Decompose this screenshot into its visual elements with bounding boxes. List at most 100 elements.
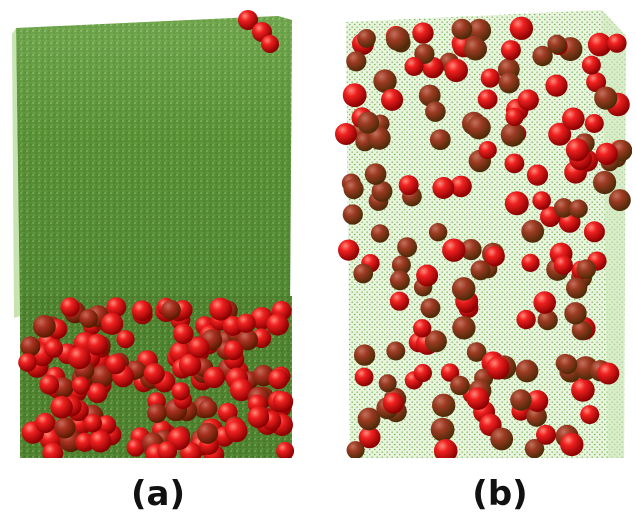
red-particle: [548, 122, 572, 146]
red-particle: [576, 259, 596, 279]
red-particle: [272, 391, 294, 412]
red-particle: [478, 141, 497, 160]
red-particle: [346, 51, 367, 72]
panel-b-particles: [335, 16, 632, 458]
red-particle: [432, 177, 455, 199]
red-particle: [466, 342, 487, 362]
red-particle: [460, 239, 482, 261]
red-particle: [584, 114, 604, 133]
red-particle: [429, 129, 451, 150]
red-particle: [86, 333, 108, 356]
red-particle: [526, 390, 549, 412]
red-particle: [338, 239, 360, 261]
red-particle: [450, 375, 470, 396]
red-particle: [367, 126, 391, 150]
red-particle: [532, 45, 553, 67]
red-particle: [358, 426, 381, 449]
red-particle: [386, 341, 406, 361]
red-particle: [521, 219, 545, 243]
red-particle: [50, 395, 73, 419]
panel-b-simulation-render: [335, 10, 632, 458]
red-particle: [79, 309, 98, 328]
red-particle: [71, 376, 91, 395]
red-particle: [42, 442, 64, 458]
red-particle: [451, 277, 476, 301]
red-particle: [430, 417, 455, 442]
red-particle: [562, 107, 585, 131]
red-particle: [198, 399, 218, 418]
red-particle: [346, 441, 365, 458]
red-particle: [89, 430, 112, 453]
red-particle: [178, 353, 202, 377]
red-particle: [420, 298, 441, 319]
red-particle: [504, 191, 529, 216]
red-particle: [266, 313, 289, 336]
panel-b-image: [326, 6, 632, 458]
red-particle: [526, 164, 549, 186]
red-particle: [560, 432, 584, 457]
red-particle: [237, 329, 259, 351]
red-particle: [517, 89, 539, 111]
red-particle: [432, 393, 456, 417]
red-particle: [236, 313, 256, 333]
red-particle: [370, 224, 390, 243]
red-particle: [464, 37, 487, 61]
red-particle: [547, 34, 567, 54]
red-particle: [261, 35, 279, 53]
red-particle: [516, 309, 536, 330]
red-particle: [357, 29, 376, 48]
red-particle: [515, 359, 539, 383]
red-particle: [196, 422, 219, 444]
red-particle: [353, 344, 376, 366]
red-particle: [608, 189, 631, 212]
red-particle: [20, 336, 41, 357]
red-particle: [101, 312, 124, 335]
red-particle: [229, 378, 253, 402]
red-particle: [54, 417, 76, 439]
red-particle: [143, 363, 165, 385]
red-particle: [597, 362, 620, 385]
red-particle: [335, 123, 357, 145]
red-particle: [484, 246, 505, 267]
red-particle: [425, 101, 446, 122]
red-particle: [357, 407, 381, 431]
red-particle: [238, 10, 258, 30]
red-particle: [161, 300, 181, 320]
red-particle: [60, 297, 80, 317]
red-particle: [342, 204, 363, 225]
red-particle: [428, 223, 448, 242]
red-particle: [371, 181, 393, 202]
red-particle: [276, 441, 295, 458]
red-particle: [157, 441, 178, 458]
red-particle: [607, 33, 627, 53]
red-particle: [444, 58, 468, 83]
red-particle: [364, 163, 387, 185]
red-particle: [564, 302, 587, 325]
red-particle: [389, 270, 410, 291]
red-particle: [480, 68, 500, 88]
red-particle: [131, 300, 153, 322]
panel-a-simulation-render: [12, 10, 295, 458]
red-particle: [378, 374, 397, 393]
red-particle: [171, 382, 190, 401]
red-particle: [354, 367, 374, 387]
red-particle: [510, 389, 532, 411]
red-particle: [440, 363, 460, 382]
red-particle: [450, 175, 472, 198]
red-particle: [545, 74, 568, 97]
red-particle: [39, 374, 60, 395]
red-particle: [147, 403, 167, 424]
red-particle: [490, 427, 514, 451]
red-particle: [583, 221, 605, 243]
red-particle: [404, 57, 424, 76]
red-particle: [247, 406, 270, 429]
red-particle: [418, 84, 441, 107]
red-particle: [505, 107, 524, 127]
red-particle: [580, 405, 600, 425]
red-particle: [477, 89, 498, 110]
red-particle: [173, 323, 194, 344]
red-particle: [595, 142, 618, 165]
panel-b-label: (b): [472, 474, 528, 514]
red-particle: [467, 115, 491, 140]
red-particle: [389, 291, 410, 311]
